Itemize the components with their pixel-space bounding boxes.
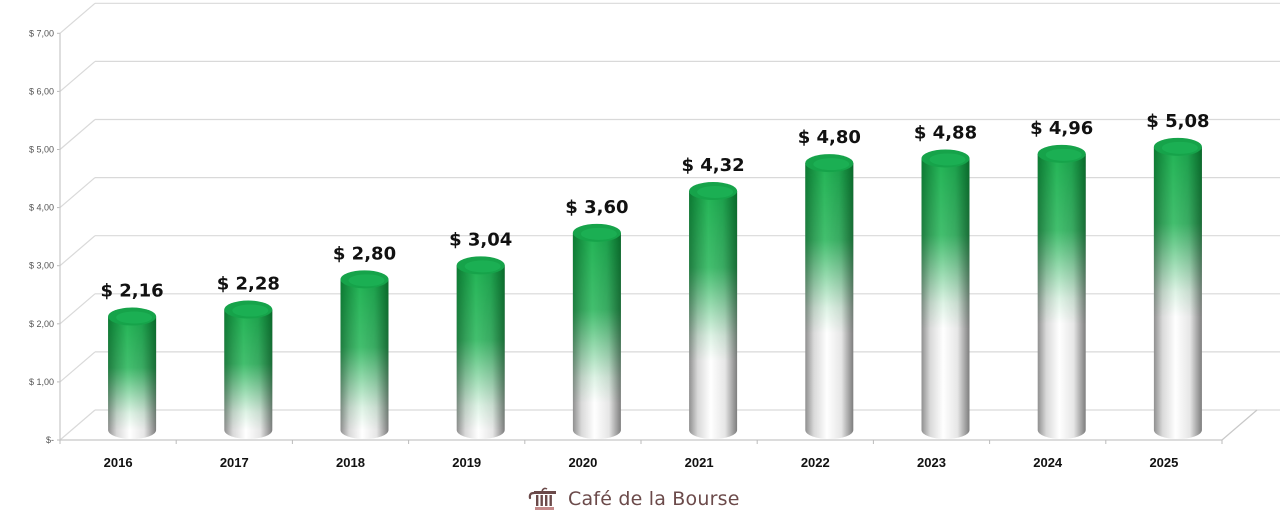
cooking-pot-icon	[528, 487, 556, 510]
logo-text: Café de la Bourse	[568, 488, 740, 510]
x-tick-label: 2017	[220, 455, 249, 470]
bar-2023	[921, 149, 970, 440]
x-tick-label: 2019	[452, 455, 481, 470]
value-label: $ 3,60	[565, 197, 628, 218]
y-tick-label: $ 2,00	[29, 319, 54, 329]
side-gridline	[59, 293, 96, 325]
bar-2019	[456, 256, 505, 439]
side-gridline	[59, 177, 96, 209]
bar-2017	[224, 300, 273, 439]
x-tick-label: 2016	[104, 455, 133, 470]
bars	[108, 137, 1202, 440]
y-tick-label: $ 7,00	[29, 28, 54, 38]
side-gridline	[59, 119, 96, 150]
y-tick-label: $ 6,00	[29, 86, 54, 96]
value-label: $ 4,32	[681, 155, 744, 176]
value-label: $ 4,96	[1030, 118, 1093, 139]
y-tick-label: $ 4,00	[29, 203, 54, 213]
x-tick-label: 2022	[801, 455, 830, 470]
y-tick-label: $ 3,00	[29, 261, 54, 271]
x-tick-label: 2023	[917, 455, 946, 470]
x-tick-label: 2025	[1149, 455, 1178, 470]
value-label: $ 3,04	[449, 229, 512, 250]
bar-2016	[108, 307, 157, 439]
bar-2018	[340, 270, 389, 439]
side-gridline	[59, 60, 96, 92]
y-tick-label: $ 5,00	[29, 145, 54, 155]
x-tick-label: 2021	[685, 455, 714, 470]
bar-2020	[572, 223, 621, 439]
value-label: $ 2,28	[217, 274, 280, 295]
axes: $- $ 1,00 $ 2,00 $ 3,00 $ 4,00 $ 5,00 $ 6,00 $ …	[29, 28, 1258, 445]
x-tick-label: 2024	[1033, 455, 1063, 470]
value-label: $ 4,80	[798, 127, 861, 148]
y-tick-label: $-	[46, 435, 54, 445]
bar-2025	[1153, 137, 1202, 440]
bar-2021	[689, 182, 738, 439]
side-gridline	[59, 2, 96, 34]
x-tick-label: 2018	[336, 455, 365, 470]
y-tick-label: $ 1,00	[29, 377, 54, 387]
x-tick-label: 2020	[568, 455, 597, 470]
brand-logo: Café de la Bourse	[528, 486, 740, 512]
bar-2024	[1037, 144, 1086, 439]
value-label: $ 2,16	[100, 281, 163, 302]
value-label: $ 4,88	[914, 122, 977, 143]
value-label: $ 5,08	[1146, 111, 1209, 132]
side-gridline	[59, 409, 96, 441]
value-label: $ 2,80	[333, 243, 396, 264]
value-labels: $ 2,16 2016 $ 2,28 2017 $ 2,80 2018 $ 3,04 2019…	[100, 111, 1209, 470]
side-gridline	[59, 351, 96, 383]
side-gridline	[59, 235, 96, 267]
bar-2022	[805, 154, 854, 439]
